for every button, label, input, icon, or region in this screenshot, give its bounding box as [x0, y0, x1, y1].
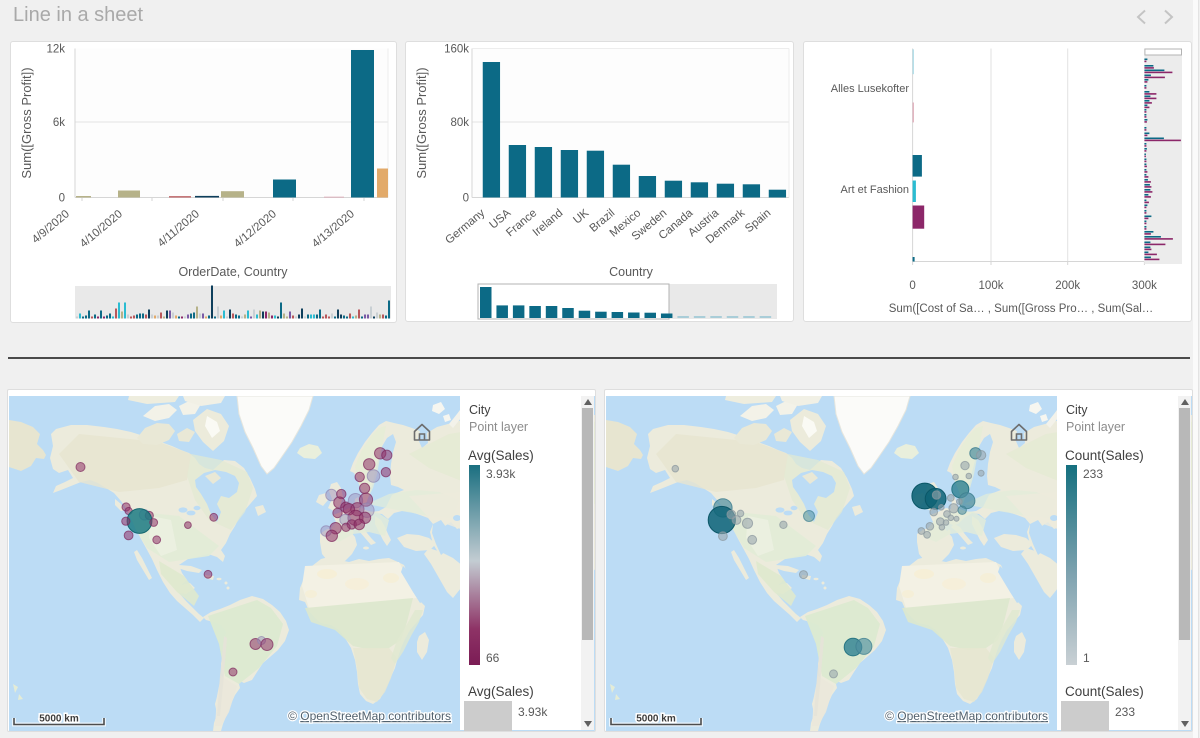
svg-text:5000 km: 5000 km: [39, 714, 79, 725]
svg-text:160k: 160k: [444, 44, 469, 56]
svg-text:© OpenStreetMap contributors: © OpenStreetMap contributors: [885, 709, 1048, 723]
svg-text:4/9/2020: 4/9/2020: [30, 208, 72, 246]
svg-text:0: 0: [59, 193, 65, 205]
svg-text:Ireland: Ireland: [531, 207, 566, 239]
svg-text:300k: 300k: [1132, 280, 1157, 292]
svg-text:© OpenStreetMap contributors: © OpenStreetMap contributors: [288, 709, 451, 723]
svg-text:Alles Lusekofter: Alles Lusekofter: [831, 83, 910, 95]
svg-text:200k: 200k: [1055, 280, 1080, 292]
svg-text:Spain: Spain: [743, 207, 773, 235]
svg-text:100k: 100k: [979, 280, 1004, 292]
svg-text:Germany: Germany: [443, 207, 487, 247]
svg-text:6k: 6k: [53, 117, 65, 129]
svg-text:Sum([Cost of Sa… , Sum([Gross: Sum([Cost of Sa… , Sum([Gross Pro… , Sum…: [889, 303, 1154, 315]
svg-text:80k: 80k: [450, 117, 469, 129]
svg-text:0: 0: [909, 280, 915, 292]
svg-text:5000 km: 5000 km: [636, 714, 676, 725]
svg-text:OrderDate, Country: OrderDate, Country: [178, 265, 288, 279]
svg-text:4/13/2020: 4/13/2020: [310, 208, 357, 250]
svg-text:Country: Country: [609, 265, 654, 279]
svg-text:0: 0: [463, 193, 469, 205]
svg-text:Sum([Gross Profit]): Sum([Gross Profit]): [414, 67, 429, 178]
svg-text:4/12/2020: 4/12/2020: [232, 208, 279, 250]
svg-text:Art et Fashion: Art et Fashion: [841, 184, 909, 196]
svg-text:4/10/2020: 4/10/2020: [78, 208, 125, 250]
svg-text:12k: 12k: [46, 44, 65, 56]
svg-text:4/11/2020: 4/11/2020: [156, 208, 202, 250]
svg-text:Sum([Gross Profit]): Sum([Gross Profit]): [19, 67, 34, 178]
